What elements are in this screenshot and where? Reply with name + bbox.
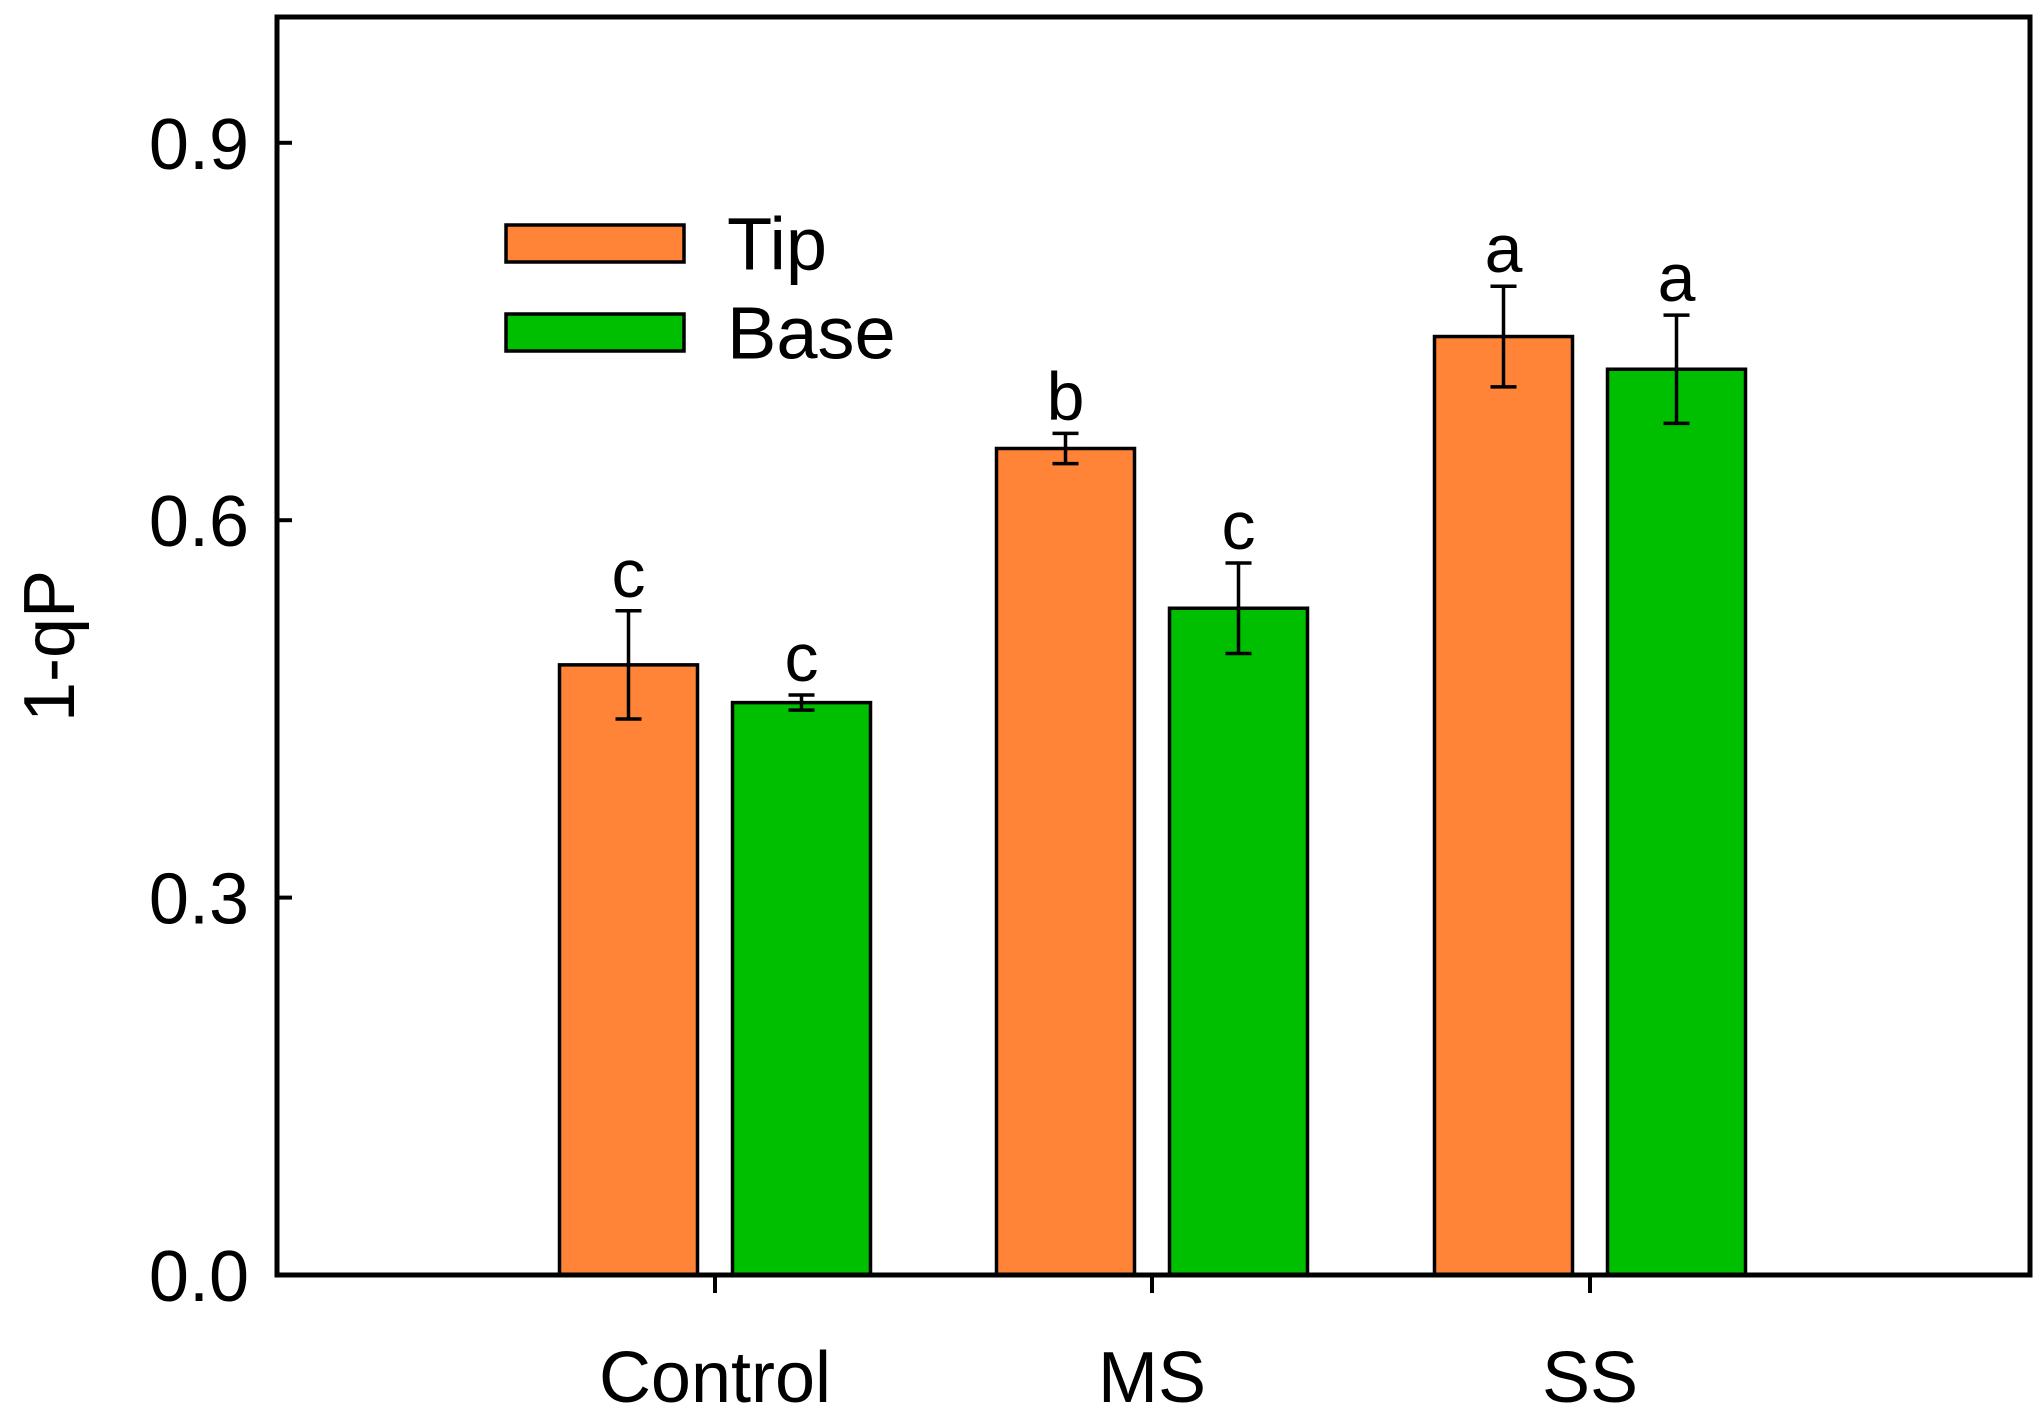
plot-marks: c b a c c a (557, 211, 1748, 1277)
legend-label-base: Base (727, 292, 896, 375)
significance-label: c (1222, 488, 1256, 564)
y-tick-label: 0.6 (149, 482, 249, 562)
significance-label: c (785, 620, 819, 696)
x-tick-label: Control (599, 1338, 831, 1418)
significance-label: a (1485, 211, 1523, 287)
x-tick-label: SS (1542, 1338, 1638, 1418)
plot-frame (274, 14, 2033, 1278)
y-tick-label: 0.0 (149, 1237, 249, 1317)
x-tick-label: MS (1098, 1338, 1206, 1418)
bar-tip-ms (994, 446, 1137, 1277)
significance-label: b (1047, 358, 1085, 434)
significance-label: a (1658, 240, 1696, 316)
legend-label-tip: Tip (727, 203, 827, 286)
bar-base-control (730, 700, 873, 1277)
y-tick-label: 0.3 (149, 860, 249, 940)
legend-swatch-base (504, 312, 686, 353)
axes: 0.0 0.3 0.6 0.9 Control MS SS 1-qP (10, 14, 2033, 1418)
y-axis-title: 1-qP (10, 570, 90, 722)
y-tick-label: 0.9 (149, 105, 249, 185)
significance-label: c (612, 536, 646, 612)
bar-base-ms (1167, 606, 1310, 1277)
bar-tip-control (557, 663, 700, 1277)
bar-tip-ss (1432, 334, 1575, 1277)
legend-swatch-tip (504, 223, 686, 264)
bar-base-ss (1605, 367, 1748, 1277)
